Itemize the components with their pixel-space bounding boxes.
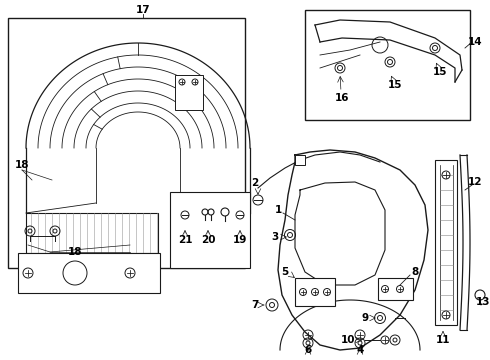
Text: 12: 12 bbox=[468, 177, 482, 187]
Text: 3: 3 bbox=[271, 232, 279, 242]
Text: 1: 1 bbox=[274, 205, 282, 215]
Text: 18: 18 bbox=[15, 160, 29, 170]
Text: 4: 4 bbox=[356, 345, 364, 355]
Bar bbox=[26, 213, 158, 253]
Text: 15: 15 bbox=[388, 80, 402, 90]
Text: 20: 20 bbox=[201, 235, 215, 245]
Bar bbox=[378, 278, 413, 300]
Text: 9: 9 bbox=[362, 313, 368, 323]
Text: 10: 10 bbox=[341, 335, 355, 345]
Bar bbox=[175, 75, 203, 110]
Text: 18: 18 bbox=[68, 247, 82, 257]
Bar bbox=[170, 192, 250, 268]
Text: 19: 19 bbox=[233, 235, 247, 245]
Text: 6: 6 bbox=[304, 345, 312, 355]
Text: 14: 14 bbox=[467, 37, 482, 47]
Text: 7: 7 bbox=[251, 300, 259, 310]
Text: 13: 13 bbox=[476, 297, 490, 307]
Text: 17: 17 bbox=[136, 5, 150, 15]
Text: 15: 15 bbox=[433, 67, 447, 77]
Bar bbox=[8, 18, 245, 268]
Bar bbox=[305, 10, 470, 120]
Text: 16: 16 bbox=[335, 93, 349, 103]
Text: 2: 2 bbox=[251, 178, 259, 188]
Bar bbox=[295, 278, 335, 306]
Text: 5: 5 bbox=[281, 267, 289, 277]
Bar bbox=[18, 253, 160, 293]
Text: 8: 8 bbox=[412, 267, 418, 277]
Text: 11: 11 bbox=[436, 335, 450, 345]
Text: 21: 21 bbox=[178, 235, 192, 245]
Bar bbox=[295, 155, 305, 165]
Bar bbox=[435, 160, 457, 325]
